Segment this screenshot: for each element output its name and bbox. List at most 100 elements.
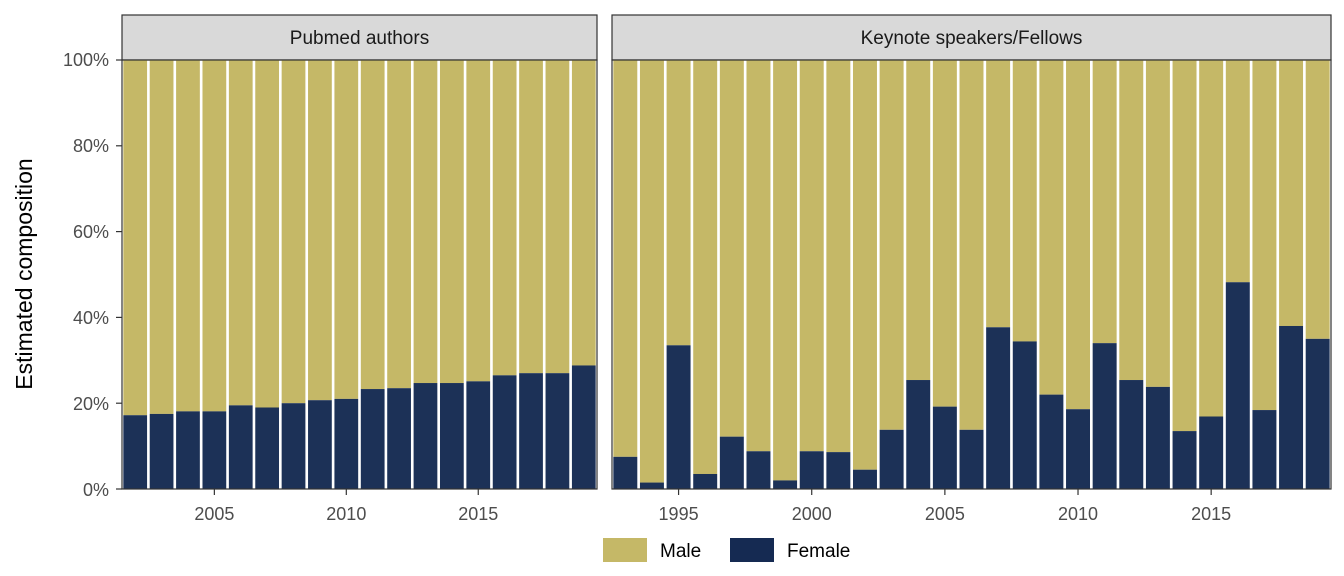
bar-female bbox=[334, 398, 359, 489]
bar-male bbox=[545, 60, 570, 374]
bar-female bbox=[492, 375, 517, 489]
bar-male bbox=[746, 60, 771, 452]
x-tick-label: 2000 bbox=[792, 504, 832, 524]
bar-female bbox=[413, 383, 438, 489]
bar-female bbox=[693, 473, 718, 489]
legend-swatch-female bbox=[730, 538, 774, 562]
bar-male bbox=[773, 60, 798, 481]
bar-male bbox=[228, 60, 253, 406]
x-tick-label: 2005 bbox=[925, 504, 965, 524]
panel-border bbox=[121, 59, 598, 490]
y-tick-label: 60% bbox=[73, 222, 109, 242]
bar-female bbox=[387, 388, 411, 489]
bar-female bbox=[308, 400, 332, 489]
legend-label-male: Male bbox=[660, 541, 701, 562]
x-tick-label: 2010 bbox=[326, 504, 366, 524]
x-tick-label: 2010 bbox=[1058, 504, 1098, 524]
y-tick-label: 0% bbox=[83, 480, 109, 500]
bar-female bbox=[746, 451, 771, 489]
bar-male bbox=[492, 60, 517, 376]
bar-female bbox=[826, 452, 851, 489]
bar-male bbox=[1012, 60, 1037, 342]
bar-male bbox=[1199, 60, 1224, 417]
panel-border bbox=[611, 59, 1332, 490]
bar-male bbox=[413, 60, 438, 384]
bar-female bbox=[1199, 416, 1224, 489]
bar-female bbox=[1092, 343, 1117, 489]
bar-female bbox=[959, 429, 984, 489]
bar-female bbox=[466, 381, 491, 489]
bar-female bbox=[879, 429, 904, 489]
bar-male bbox=[932, 60, 957, 407]
bar-female bbox=[1305, 338, 1330, 489]
y-tick-label: 20% bbox=[73, 394, 109, 414]
x-tick-label: 2015 bbox=[1191, 504, 1231, 524]
bar-male bbox=[1119, 60, 1144, 381]
bar-male bbox=[308, 60, 332, 401]
bar-male bbox=[1066, 60, 1091, 410]
bar-female bbox=[719, 436, 744, 489]
bar-male bbox=[1092, 60, 1117, 344]
x-tick-label: 1995 bbox=[659, 504, 699, 524]
bar-male bbox=[1279, 60, 1304, 326]
bar-female bbox=[1145, 386, 1170, 489]
bar-male bbox=[666, 60, 691, 346]
bar-female bbox=[613, 456, 638, 489]
bar-male bbox=[639, 60, 664, 483]
bar-female bbox=[176, 411, 200, 489]
bar-female bbox=[281, 403, 306, 489]
bar-male bbox=[360, 60, 385, 390]
bar-male bbox=[986, 60, 1011, 328]
bar-female bbox=[1172, 431, 1197, 489]
bar-male bbox=[1305, 60, 1330, 339]
legend-label-female: Female bbox=[787, 541, 850, 562]
bar-male bbox=[879, 60, 904, 430]
bar-female bbox=[1066, 409, 1091, 489]
bar-male bbox=[906, 60, 931, 381]
bar-female bbox=[202, 411, 227, 489]
y-axis: 0% 20% 40% 60% 80% 100% bbox=[63, 50, 122, 500]
bar-female bbox=[1225, 282, 1250, 489]
bar-female bbox=[439, 383, 464, 489]
bar-female bbox=[360, 389, 385, 489]
y-axis-title: Estimated composition bbox=[11, 158, 37, 389]
bar-female bbox=[799, 451, 824, 489]
bar-male bbox=[176, 60, 200, 412]
panel-strip-pubmed: Pubmed authors bbox=[121, 14, 598, 61]
legend-swatch-male bbox=[603, 538, 647, 562]
legend: Male Female bbox=[603, 538, 850, 562]
bar-male bbox=[387, 60, 411, 389]
bar-male bbox=[1252, 60, 1277, 411]
bar-male bbox=[719, 60, 744, 437]
bar-male bbox=[281, 60, 306, 404]
bar-male bbox=[149, 60, 174, 414]
bar-male bbox=[255, 60, 280, 408]
bar-female bbox=[666, 345, 691, 489]
bar-female bbox=[906, 380, 931, 489]
bar-male bbox=[1225, 60, 1250, 283]
bar-female bbox=[1279, 325, 1304, 489]
bar-male bbox=[466, 60, 491, 382]
y-tick-label: 100% bbox=[63, 50, 109, 70]
panel-title: Keynote speakers/Fellows bbox=[861, 28, 1083, 49]
bar-female bbox=[852, 469, 877, 489]
panel-pubmed-authors: 2005 2010 2015 bbox=[121, 59, 598, 524]
bar-female bbox=[545, 373, 570, 489]
bar-female bbox=[932, 406, 957, 489]
x-tick-label: 2005 bbox=[194, 504, 234, 524]
bar-female bbox=[1039, 394, 1064, 489]
panel-strip-keynote: Keynote speakers/Fellows bbox=[611, 14, 1332, 61]
bar-male bbox=[571, 60, 596, 366]
bar-female bbox=[519, 373, 543, 489]
bar-female bbox=[571, 365, 596, 489]
bar-male bbox=[959, 60, 984, 430]
bar-male bbox=[1172, 60, 1197, 432]
bar-male bbox=[852, 60, 877, 470]
bar-female bbox=[255, 407, 280, 489]
bar-female bbox=[149, 413, 174, 489]
bar-male bbox=[799, 60, 824, 452]
bar-male bbox=[519, 60, 543, 374]
bar-male bbox=[613, 60, 638, 457]
bar-male bbox=[693, 60, 718, 474]
bar-female bbox=[1252, 410, 1277, 489]
